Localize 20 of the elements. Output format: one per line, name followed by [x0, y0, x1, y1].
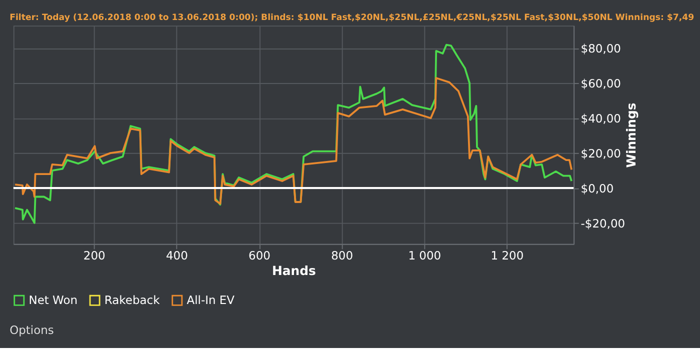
legend-label: Net Won [28, 293, 78, 308]
x-tick-label: 800 [331, 248, 354, 263]
legend-label: All-In EV [186, 293, 235, 308]
chart-title: Filter: Today (12.06.2018 0:00 to 13.06.2018 0:00); Blinds: $10NL Fast,$20NL,$25NL,£25NL,€25NL,$25NL Fast,$30NL,$50NL Winnings: $7,49 [10, 12, 694, 23]
text: Options [10, 322, 54, 337]
x-tick-label: 1 200 [490, 248, 524, 263]
y-tick-label: $60,00 [580, 76, 621, 91]
x-tick-label: 400 [166, 248, 188, 263]
x-tick-label: 1 000 [408, 248, 442, 263]
y-tick-label: $40,00 [580, 111, 621, 126]
y-tick-label: -$20,00 [580, 216, 626, 230]
y-tick-label: $20,00 [580, 146, 621, 160]
line-series [14, 77, 572, 205]
y-tick-label: $80,00 [580, 42, 621, 56]
y-tick-label: $0,00 [580, 181, 614, 196]
x-tick-label: 600 [248, 248, 270, 263]
legend-label: Rakeback [104, 293, 160, 308]
y-axis-title: Winnings [624, 102, 639, 168]
x-axis-title: Hands [272, 263, 316, 278]
x-tick-label: 200 [83, 248, 106, 263]
